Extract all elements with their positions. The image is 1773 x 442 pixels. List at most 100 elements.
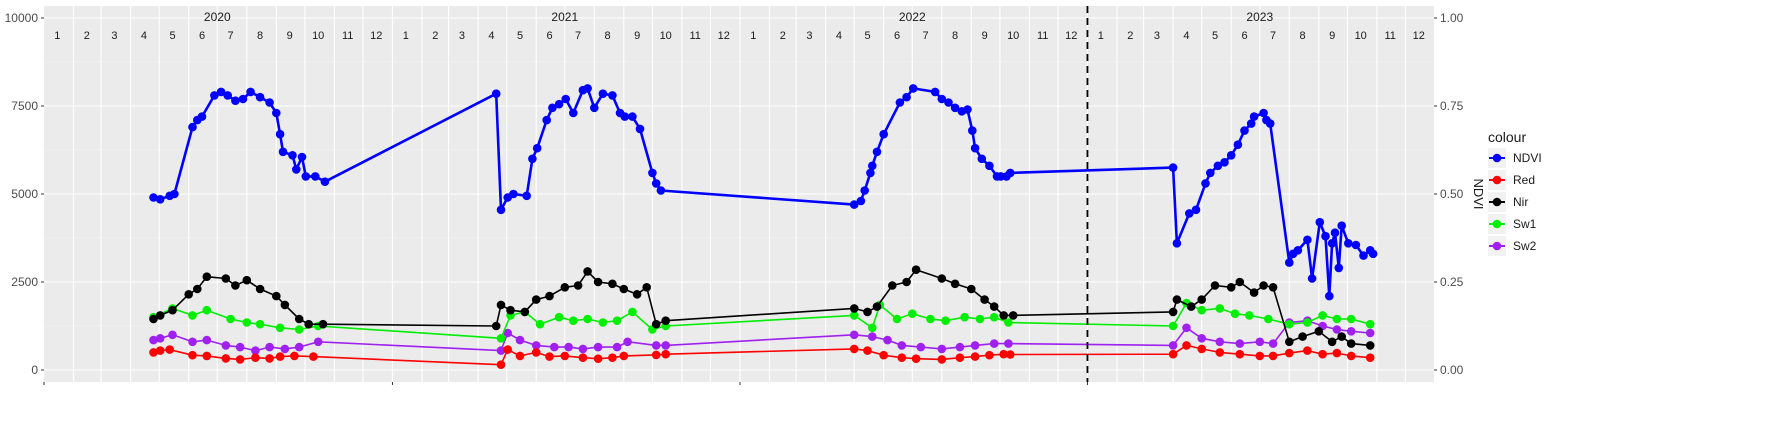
data-point-nir xyxy=(318,319,328,329)
data-point-red xyxy=(911,354,921,364)
data-point-nir xyxy=(950,279,960,289)
data-point-red xyxy=(545,352,554,361)
data-point-red xyxy=(503,345,512,354)
data-point-red xyxy=(1168,349,1178,359)
data-point-red xyxy=(1285,348,1294,358)
data-point-sw2 xyxy=(897,341,907,350)
data-point-sw2 xyxy=(313,337,323,347)
data-point-sw2 xyxy=(970,341,980,350)
month-label: 3 xyxy=(459,30,465,42)
legend-title: colour xyxy=(1488,129,1526,145)
data-point-ndvi xyxy=(197,112,207,121)
data-point-sw1 xyxy=(989,312,999,322)
data-point-ndvi xyxy=(868,161,877,171)
data-point-nir xyxy=(272,291,281,301)
data-point-sw1 xyxy=(975,314,985,324)
data-point-sw1 xyxy=(1318,311,1327,320)
data-point-sw1 xyxy=(868,323,877,333)
data-point-red xyxy=(309,352,318,361)
y-left-tick-label: 5000 xyxy=(11,187,38,201)
data-point-sw1 xyxy=(554,312,564,322)
month-label: 4 xyxy=(141,30,147,42)
month-label: 11 xyxy=(1384,30,1395,42)
series-sw1 xyxy=(149,298,1375,343)
data-point-ndvi xyxy=(223,91,232,100)
month-label: 12 xyxy=(1413,30,1425,42)
y-axis-right-title: NDVI xyxy=(1471,178,1486,209)
data-point-ndvi xyxy=(977,154,987,164)
month-label: 10 xyxy=(312,30,324,42)
data-point-sw2 xyxy=(168,330,177,340)
legend-key-point xyxy=(1492,241,1502,251)
data-point-sw2 xyxy=(1332,325,1342,334)
month-label: 12 xyxy=(370,30,382,42)
data-point-ndvi xyxy=(1206,168,1215,178)
data-point-ndvi xyxy=(1265,119,1275,128)
month-label: 2 xyxy=(84,30,90,42)
data-point-ndvi xyxy=(569,108,578,118)
data-point-ndvi xyxy=(598,89,608,98)
data-point-ndvi xyxy=(231,96,240,105)
data-point-sw1 xyxy=(1168,321,1178,331)
data-point-nir xyxy=(651,319,661,329)
data-point-sw2 xyxy=(612,342,622,352)
data-point-sw2 xyxy=(623,337,632,347)
data-point-sw2 xyxy=(294,342,304,352)
data-point-ndvi xyxy=(872,147,882,157)
data-point-nir xyxy=(849,304,859,313)
data-point-nir xyxy=(1186,302,1196,311)
month-label: 5 xyxy=(517,30,523,42)
data-point-red xyxy=(1365,353,1375,363)
data-point-nir xyxy=(980,295,989,304)
y-left-tick-label: 7500 xyxy=(11,99,38,113)
data-point-red xyxy=(897,353,907,363)
month-label: 4 xyxy=(836,30,842,42)
y-axis-left: 0 2500 5000 7500 10000 xyxy=(5,11,44,377)
x-axis-bottom xyxy=(43,382,1088,385)
data-point-red xyxy=(1268,351,1278,361)
data-point-sw1 xyxy=(255,319,265,329)
data-point-ndvi xyxy=(856,196,866,206)
month-label: 9 xyxy=(982,30,988,42)
data-point-red xyxy=(661,349,670,359)
data-point-red xyxy=(1332,348,1342,358)
month-label: 11 xyxy=(1037,30,1048,42)
data-point-ndvi xyxy=(1168,163,1178,172)
data-point-sw1 xyxy=(1004,318,1013,327)
data-point-ndvi xyxy=(963,105,972,114)
data-point-nir xyxy=(911,265,921,275)
legend-key-point xyxy=(1492,219,1502,229)
data-point-nir xyxy=(506,305,515,315)
data-point-sw2 xyxy=(1182,323,1191,333)
data-point-ndvi xyxy=(968,126,977,135)
month-label: 10 xyxy=(1355,30,1367,42)
y-right-tick-label: 0.00 xyxy=(1440,363,1464,377)
data-point-sw2 xyxy=(1235,339,1245,348)
data-point-sw2 xyxy=(515,335,525,345)
year-label: 2023 xyxy=(1246,10,1273,24)
grid-minor xyxy=(44,61,1434,327)
data-point-sw2 xyxy=(1197,334,1206,343)
legend-label: Red xyxy=(1513,173,1535,187)
data-point-ndvi xyxy=(628,112,637,121)
y-axis-right: 0.00 0.25 0.50 0.75 1.00 xyxy=(1434,11,1464,377)
data-point-sw2 xyxy=(1268,339,1278,348)
legend: colour NDVI Red Nir Sw1 Sw2 xyxy=(1488,129,1542,256)
month-label: 7 xyxy=(1270,30,1276,42)
month-label: 6 xyxy=(1241,30,1247,42)
legend-item-ndvi: NDVI xyxy=(1488,148,1542,168)
data-point-sw2 xyxy=(989,339,999,348)
data-point-nir xyxy=(280,300,290,310)
data-point-nir xyxy=(491,321,501,331)
data-point-ndvi xyxy=(583,84,592,93)
data-point-sw1 xyxy=(960,312,969,322)
data-point-ndvi xyxy=(930,87,940,97)
data-point-red xyxy=(999,349,1008,359)
data-point-nir xyxy=(583,267,592,276)
data-point-ndvi xyxy=(320,177,330,186)
data-point-red xyxy=(849,344,859,354)
data-point-ndvi xyxy=(635,124,645,134)
legend-item-red: Red xyxy=(1488,170,1535,190)
